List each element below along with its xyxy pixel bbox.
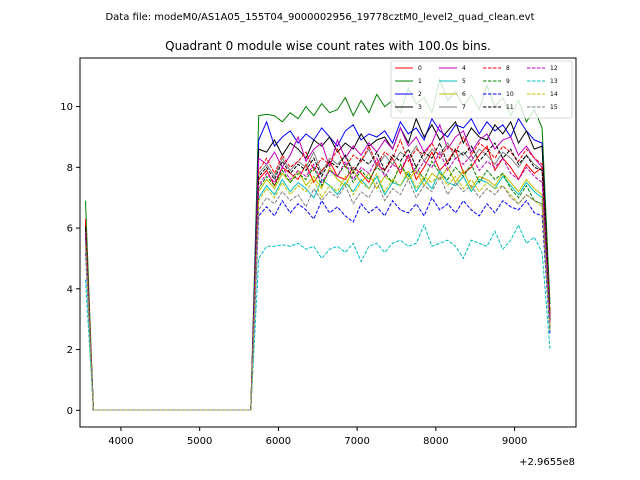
x-tick-label: 4000 [108, 436, 133, 447]
legend-label-14: 14 [550, 91, 558, 98]
legend-box [390, 60, 573, 119]
y-tick-label: 2 [67, 345, 73, 356]
legend-label-5: 5 [462, 78, 466, 85]
x-tick-label: 9000 [502, 436, 527, 447]
series-group [85, 77, 551, 411]
x-tick-label: 5000 [187, 436, 212, 447]
x-tick-label: 7000 [344, 436, 369, 447]
legend-label-7: 7 [462, 104, 466, 111]
legend-label-0: 0 [418, 65, 422, 72]
legend-label-13: 13 [550, 78, 558, 85]
chart-title: Quadrant 0 module wise count rates with … [165, 39, 491, 53]
y-tick-label: 10 [60, 102, 73, 113]
x-tick-label: 6000 [266, 436, 291, 447]
legend-label-2: 2 [418, 91, 422, 98]
suptitle: Data file: modeM0/AS1A05_155T04_90000029… [105, 12, 534, 23]
legend-label-9: 9 [506, 78, 510, 85]
legend-label-1: 1 [418, 78, 422, 85]
plot-frame [79, 57, 577, 428]
series-line-15 [85, 175, 551, 411]
y-tick-label: 0 [67, 406, 73, 417]
y-tick-label: 4 [67, 284, 73, 295]
legend-label-12: 12 [550, 65, 558, 72]
x-tick-label: 8000 [423, 436, 448, 447]
x-offset-label: +2.9655e8 [519, 457, 575, 468]
y-tick-label: 8 [67, 163, 73, 174]
legend-label-11: 11 [506, 104, 514, 111]
legend-label-15: 15 [550, 104, 558, 111]
legend-label-3: 3 [418, 104, 422, 111]
y-tick-label: 6 [67, 224, 73, 235]
x-axis: 4000 5000 6000 7000 8000 9000 [108, 427, 527, 447]
legend-label-4: 4 [462, 65, 466, 72]
y-axis: 0 2 4 6 8 10 [60, 102, 80, 417]
legend-label-6: 6 [462, 91, 466, 98]
legend-label-10: 10 [506, 91, 514, 98]
legend-label-8: 8 [506, 65, 510, 72]
